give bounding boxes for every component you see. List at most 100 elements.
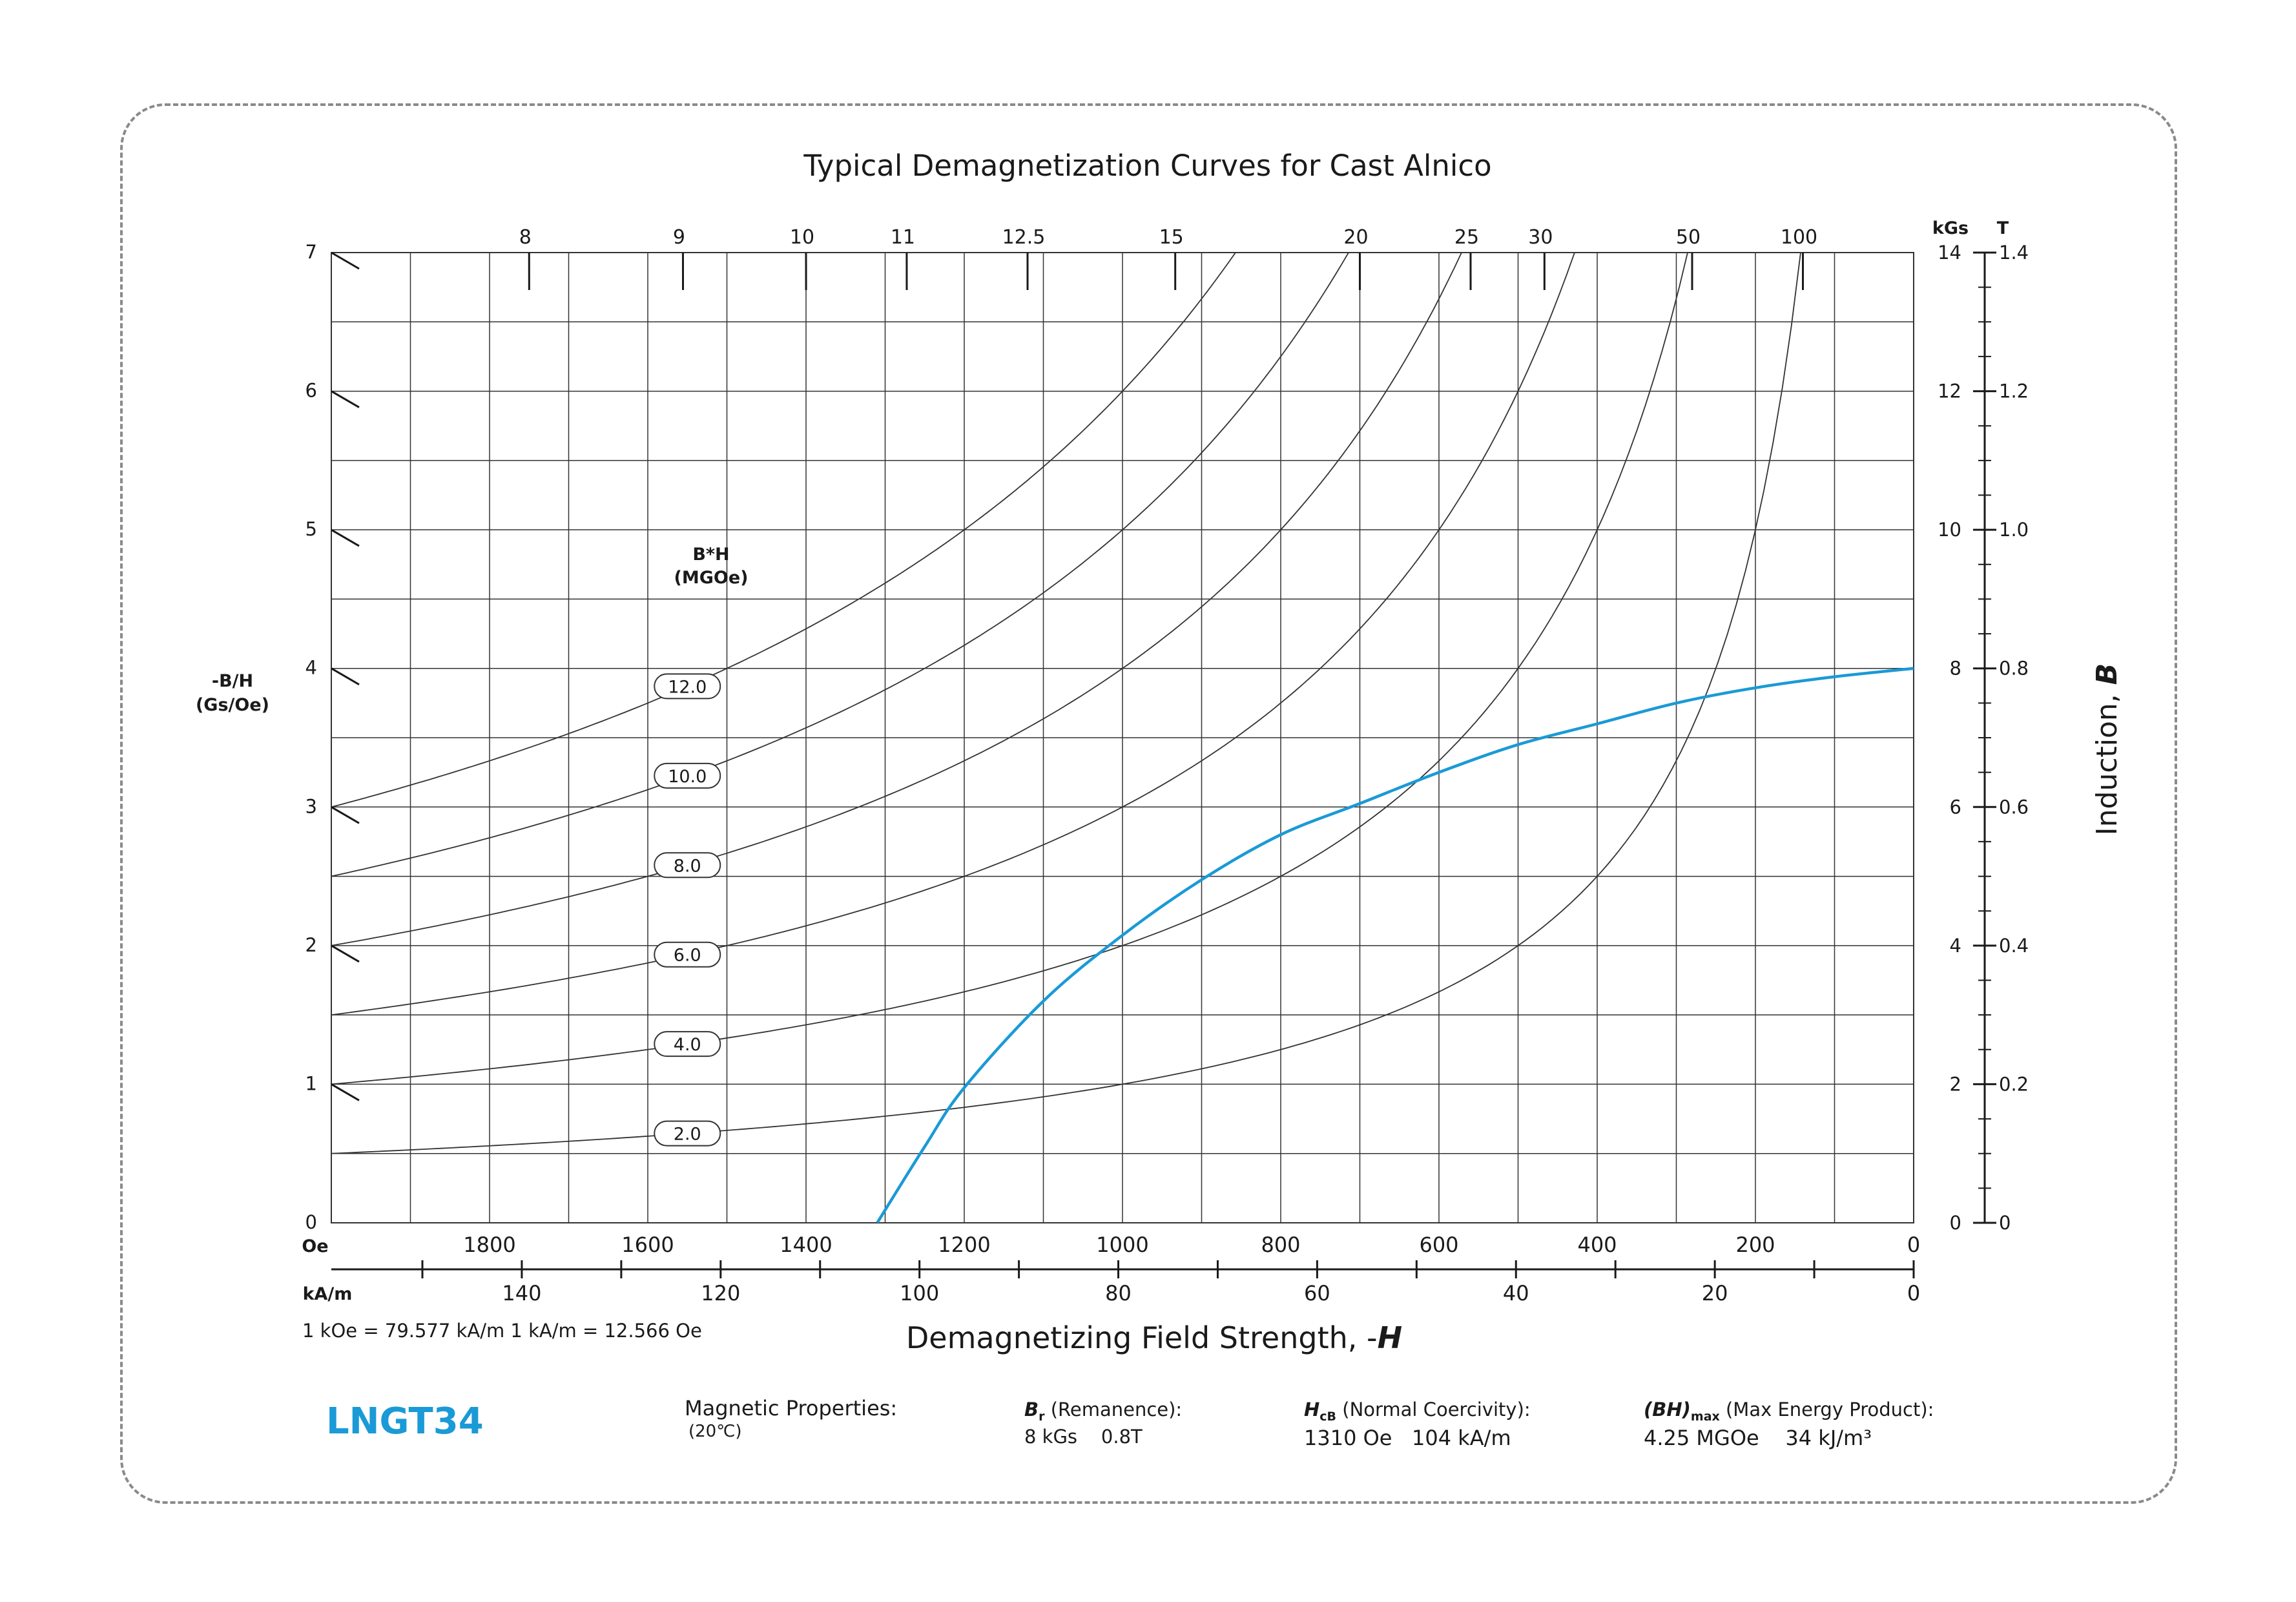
bh-header-unit: (MGOe) bbox=[674, 568, 749, 588]
right-tick-kgs: 2 bbox=[1950, 1073, 1961, 1095]
x-oe-tick-label: 600 bbox=[1419, 1233, 1458, 1257]
x-oe-tick-label: 1200 bbox=[938, 1233, 990, 1257]
permeance-label: 50 bbox=[1676, 226, 1701, 249]
ratio-slash bbox=[331, 390, 360, 408]
ratio-slash bbox=[331, 528, 360, 547]
x-kam-tick-label: 100 bbox=[900, 1281, 939, 1306]
bh-contour-label-box bbox=[654, 762, 721, 789]
left-tick-label: 3 bbox=[305, 795, 317, 817]
permeance-label: 100 bbox=[1781, 226, 1817, 249]
bh-contour bbox=[331, 253, 1236, 808]
right-axis-label: Induction, B bbox=[2091, 663, 2124, 836]
bh-contour-label-box bbox=[654, 941, 721, 968]
permeance-label: 12.5 bbox=[1002, 226, 1046, 249]
x-oe-tick-label: 1600 bbox=[621, 1233, 674, 1257]
right-tick-kgs: 6 bbox=[1950, 796, 1961, 818]
axes bbox=[331, 251, 1996, 1278]
x-oe-tick-label: 1400 bbox=[780, 1233, 832, 1257]
hcb-sub: cB bbox=[1319, 1409, 1337, 1424]
x-kam-tick-label: 0 bbox=[1907, 1281, 1920, 1306]
bh-contour bbox=[331, 253, 1575, 1015]
x-kam-unit: kA/m bbox=[303, 1284, 353, 1304]
x-kam-tick-label: 140 bbox=[502, 1281, 541, 1306]
right-tick-t: 0 bbox=[1999, 1212, 2011, 1234]
bh-contour-label: 4.0 bbox=[674, 1035, 701, 1055]
ratio-slash bbox=[331, 667, 360, 686]
demag-curve bbox=[876, 667, 1914, 1223]
ratio-slash bbox=[331, 251, 360, 270]
right-tick-t: 0.2 bbox=[1999, 1073, 2029, 1095]
energy-product-block: (BH)max (Max Energy Product): 4.25 MGOe … bbox=[1644, 1398, 1934, 1451]
right-tick-t: 0.8 bbox=[1999, 658, 2029, 680]
chart-frame bbox=[120, 103, 2177, 1504]
properties-header-block: Magnetic Properties: (20℃) bbox=[685, 1395, 897, 1442]
bh-contour-label: 10.0 bbox=[668, 767, 707, 787]
br-symbol: B bbox=[1024, 1399, 1039, 1420]
hcb-symbol: H bbox=[1304, 1399, 1320, 1420]
x-kam-tick-label: 60 bbox=[1304, 1281, 1330, 1306]
bh-contour bbox=[331, 253, 1462, 946]
x-oe-tick-label: 200 bbox=[1735, 1233, 1775, 1257]
right-tick-kgs: 8 bbox=[1950, 658, 1961, 680]
right-tick-kgs: 14 bbox=[1938, 242, 1961, 264]
ratio-slash bbox=[331, 1083, 360, 1101]
bh-contour bbox=[331, 253, 1801, 1154]
hcb-values: 1310 Oe 104 kA/m bbox=[1304, 1425, 1511, 1450]
right-tick-t: 1.0 bbox=[1999, 519, 2029, 541]
permeance-label: 11 bbox=[891, 226, 915, 249]
bh-contour-label-box bbox=[654, 673, 721, 700]
left-tick-label: 1 bbox=[305, 1072, 317, 1094]
bh-contour bbox=[331, 253, 1688, 1085]
x-oe-unit: Oe bbox=[302, 1236, 328, 1256]
bh-contour bbox=[331, 253, 1349, 877]
energy-product-contours bbox=[331, 253, 1801, 1154]
bh-desc: (Max Energy Product): bbox=[1719, 1399, 1934, 1420]
left-axis-unit: (Gs/Oe) bbox=[196, 695, 269, 715]
bh-sub: max bbox=[1690, 1409, 1720, 1424]
bh-contour-label: 6.0 bbox=[674, 946, 701, 966]
permeance-label: 8 bbox=[519, 226, 532, 249]
bh-contour-label: 2.0 bbox=[674, 1125, 701, 1145]
bh-contour-label: 8.0 bbox=[674, 856, 701, 876]
x-oe-tick-label: 1800 bbox=[463, 1233, 515, 1257]
right-axis-label-symbol: B bbox=[2091, 663, 2124, 685]
right-tick-t: 0.6 bbox=[1999, 796, 2029, 818]
permeance-label: 25 bbox=[1454, 226, 1479, 249]
right-unit-t: T bbox=[1997, 218, 2009, 238]
permeance-label: 20 bbox=[1343, 226, 1368, 249]
bh-contour-label: 12.0 bbox=[668, 677, 707, 697]
bh-symbol: (BH) bbox=[1644, 1399, 1691, 1420]
right-tick-t: 1.4 bbox=[1999, 242, 2029, 264]
x-oe-tick-label: 1000 bbox=[1096, 1233, 1148, 1257]
br-sub: r bbox=[1039, 1409, 1045, 1424]
x-kam-tick-label: 20 bbox=[1702, 1281, 1728, 1306]
br-desc: (Remanence): bbox=[1044, 1399, 1183, 1420]
bh-values: 4.25 MGOe 34 kJ/m³ bbox=[1644, 1425, 1872, 1450]
left-tick-label: 0 bbox=[305, 1211, 317, 1233]
bh-contour-label-box bbox=[654, 1120, 721, 1147]
hcb-desc: (Normal Coercivity): bbox=[1336, 1399, 1531, 1420]
permeance-label: 10 bbox=[790, 226, 814, 249]
br-values: 8 kGs 0.8T bbox=[1024, 1425, 1143, 1448]
right-tick-kgs: 4 bbox=[1950, 935, 1961, 957]
x-kam-tick-label: 120 bbox=[701, 1281, 740, 1306]
x-oe-tick-label: 400 bbox=[1577, 1233, 1617, 1257]
x-axis-label-symbol: H bbox=[1378, 1320, 1403, 1355]
x-axis-label: Demagnetizing Field Strength, -H bbox=[906, 1320, 1402, 1355]
grid bbox=[331, 252, 1914, 1223]
left-tick-label: 7 bbox=[305, 241, 317, 263]
properties-temperature: (20℃) bbox=[688, 1422, 742, 1441]
right-tick-kgs: 0 bbox=[1950, 1212, 1961, 1234]
right-tick-kgs: 12 bbox=[1938, 380, 1961, 402]
permeance-label: 15 bbox=[1159, 226, 1184, 249]
right-unit-kgs: kGs bbox=[1932, 218, 1969, 238]
permeance-label: 30 bbox=[1528, 226, 1553, 249]
remanence-block: Br (Remanence): 8 kGs 0.8T bbox=[1024, 1398, 1182, 1448]
left-axis-label: -B/H bbox=[212, 671, 253, 691]
ratio-slash bbox=[331, 944, 360, 963]
coercivity-block: HcB (Normal Coercivity): 1310 Oe 104 kA/… bbox=[1304, 1398, 1531, 1451]
conversion-note: 1 kOe = 79.577 kA/m 1 kA/m = 12.566 Oe bbox=[302, 1320, 702, 1342]
plot-border bbox=[331, 252, 1914, 1223]
x-kam-tick-label: 80 bbox=[1105, 1281, 1132, 1306]
left-tick-label: 2 bbox=[305, 934, 317, 956]
